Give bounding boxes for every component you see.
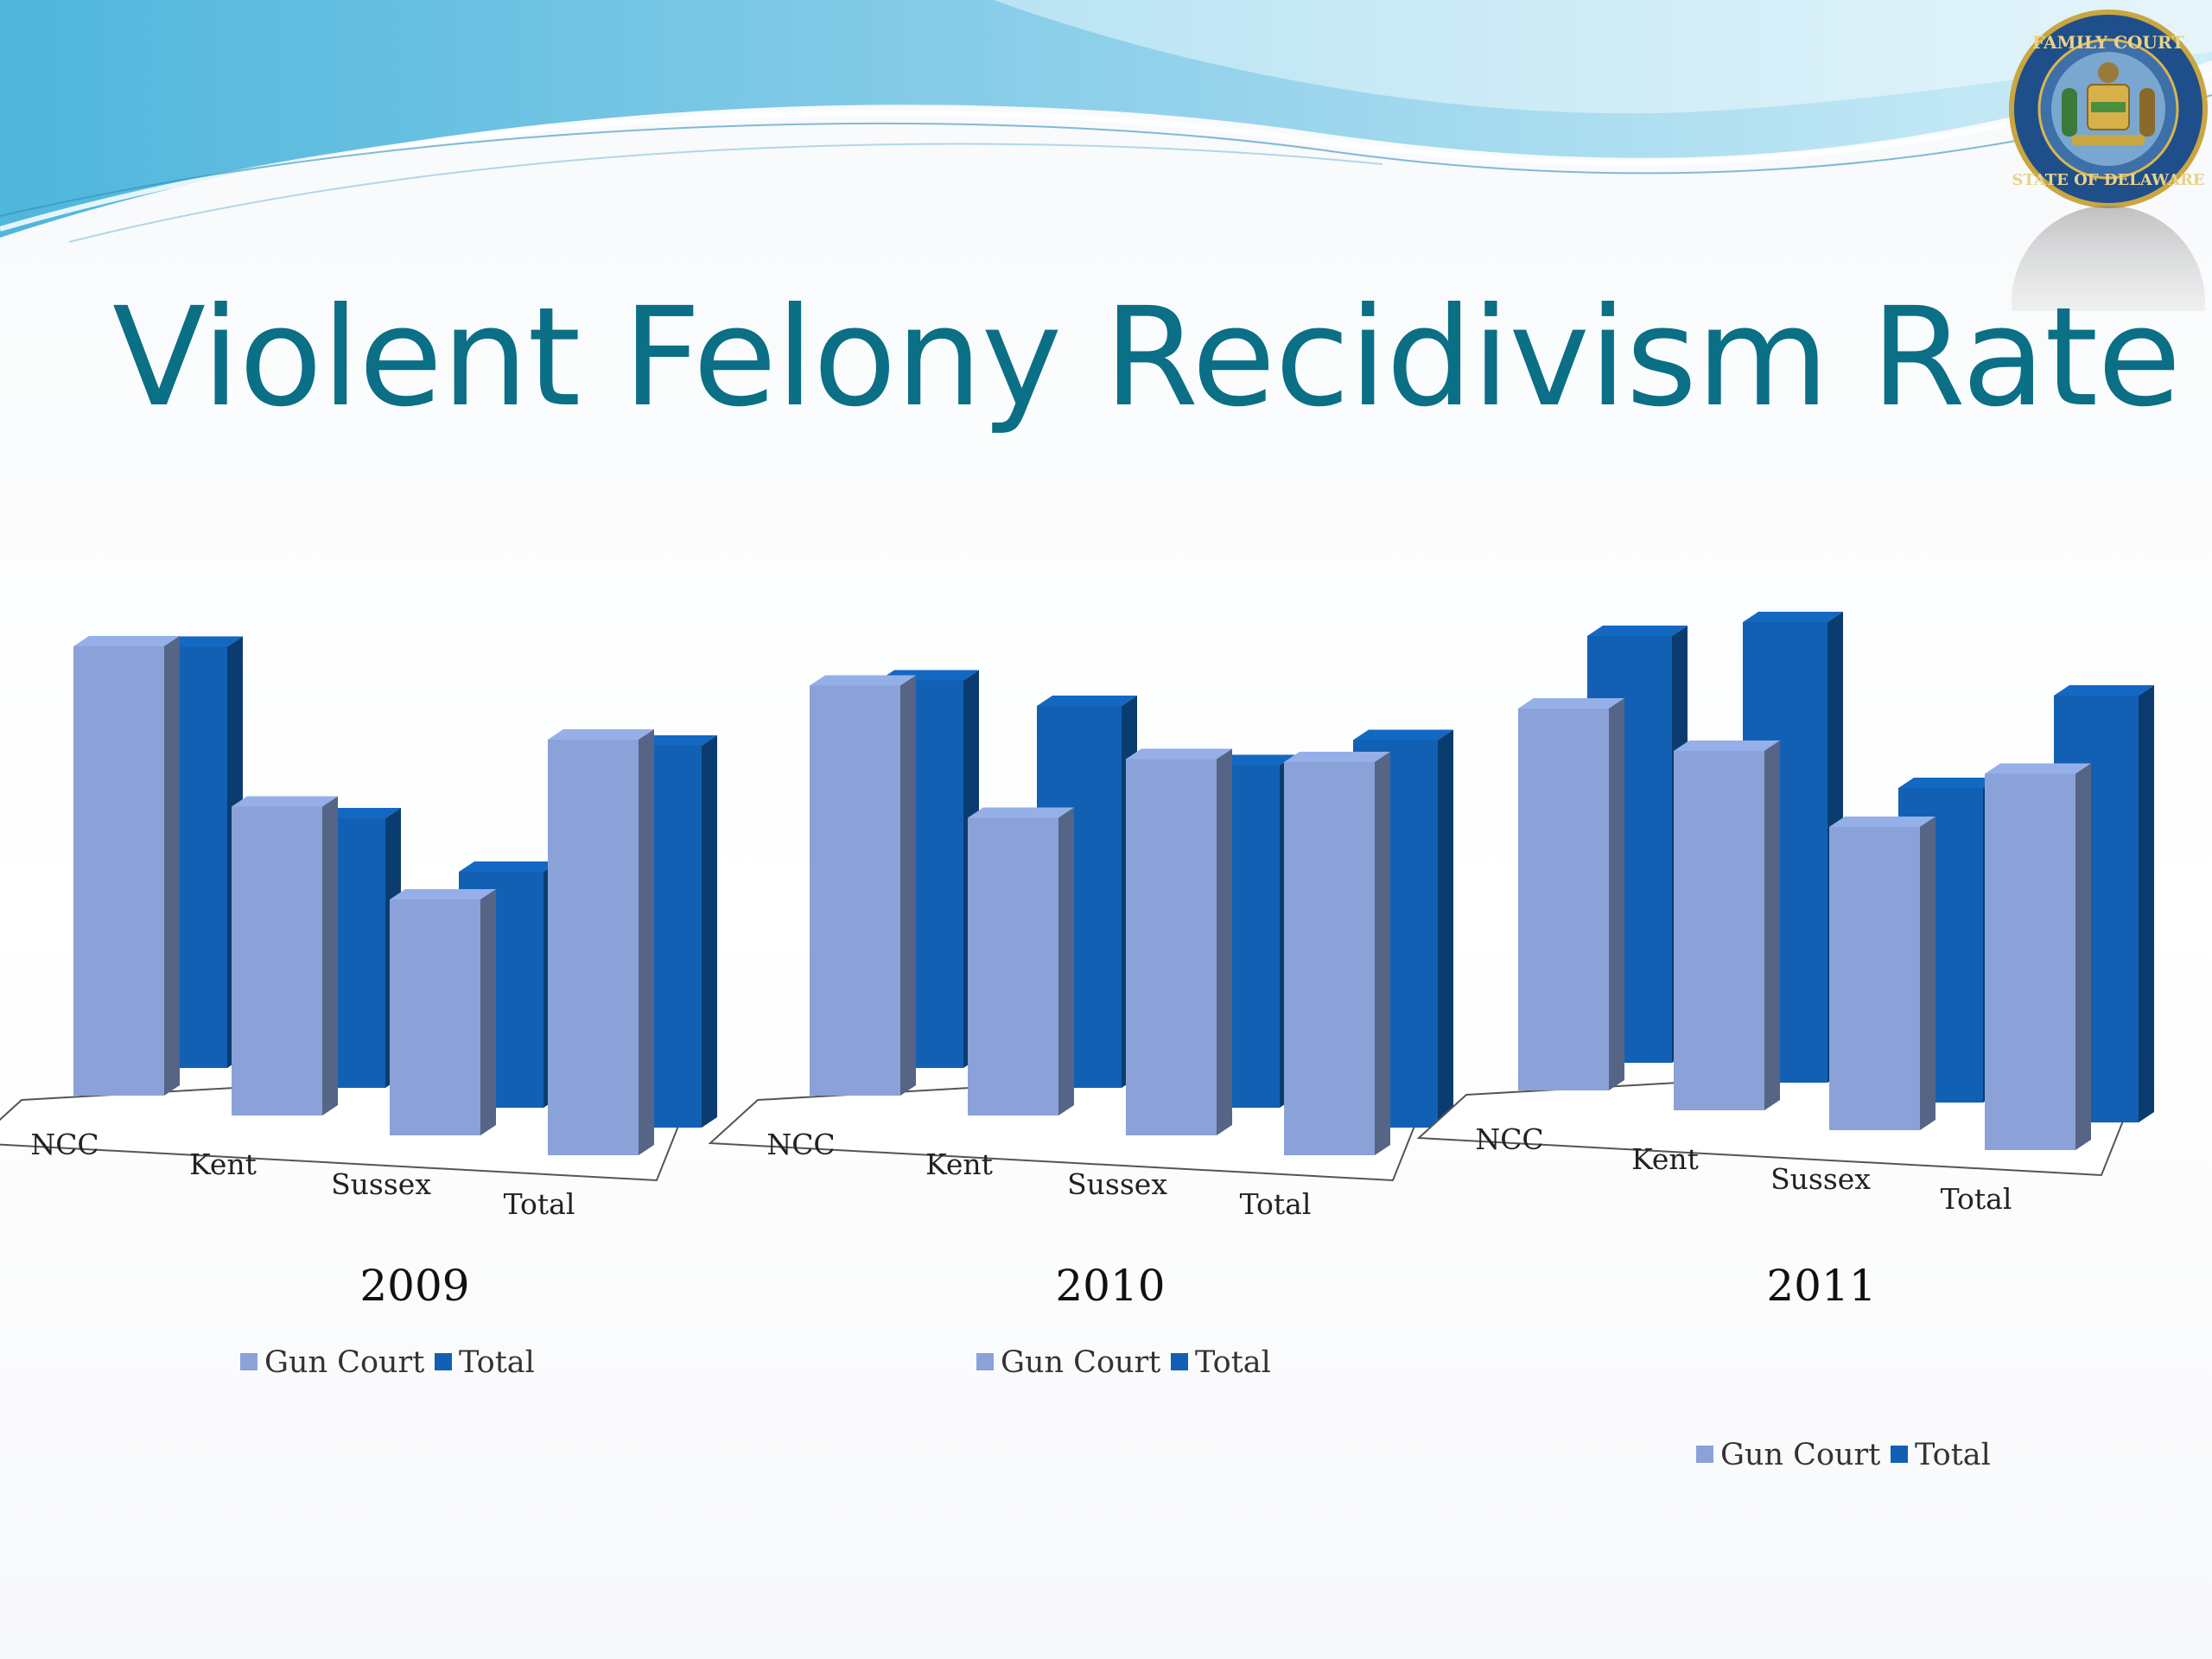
legend-label-total: Total [1195, 1345, 1271, 1380]
bar-gun-court-kent-side [1764, 741, 1780, 1110]
bar-gun-court-ncc-front [810, 685, 900, 1096]
legend-label-total: Total [459, 1345, 535, 1380]
seal-reflection [2012, 206, 2205, 311]
legend-swatch-gun-court [976, 1353, 994, 1370]
bar-gun-court-sussex [1829, 817, 1936, 1130]
bar-gun-court-ncc-front [73, 646, 164, 1096]
x-tick-label: NCC [30, 1128, 99, 1161]
bar-total-sussex-top [459, 861, 559, 872]
bar-total-total-side [702, 735, 717, 1128]
bar-gun-court-kent-top [1674, 741, 1780, 751]
bar-gun-court-kent [1674, 741, 1780, 1110]
bar-gun-court-kent-top [968, 807, 1074, 818]
chart-2009: NCC Kent Sussex Total 2009 Gun Court Total [0, 636, 717, 1380]
legend-swatch-total [1171, 1353, 1188, 1370]
x-tick-label: NCC [766, 1128, 835, 1161]
bar-gun-court-sussex-front [1829, 827, 1920, 1130]
bar-gun-court-ncc [73, 636, 180, 1096]
x-tick-label: Total [504, 1187, 575, 1221]
slide-title: Violent Felony Recidivism Rate [112, 278, 2181, 437]
bar-total-kent-top [1037, 696, 1137, 706]
chart-legend: Gun Court Total [1696, 1438, 1991, 1472]
bar-gun-court-sussex [1126, 748, 1232, 1135]
seal-text-bottom: STATE OF DELAWARE [2012, 171, 2204, 189]
bar-gun-court-ncc-top [810, 675, 916, 686]
bar-gun-court-kent [968, 807, 1074, 1116]
x-tick-label: Total [1240, 1187, 1312, 1221]
bar-total-sussex-top [1898, 778, 1999, 788]
bar-gun-court-total-front [1284, 762, 1375, 1155]
bar-total-total-side [2139, 685, 2154, 1122]
x-tick-label: Kent [1631, 1142, 1699, 1176]
bar-gun-court-sussex-front [390, 899, 480, 1135]
bar-gun-court-sussex-front [1126, 759, 1217, 1135]
bar-total-total-side [1438, 729, 1453, 1128]
chart-legend: Gun Court Total [240, 1345, 535, 1380]
legend-label-gun-court: Gun Court [1001, 1345, 1160, 1380]
chart-year-label: 2011 [1766, 1261, 1876, 1311]
header-wave [0, 0, 2212, 243]
bar-gun-court-kent-front [232, 806, 322, 1116]
bar-gun-court-kent-side [322, 796, 338, 1116]
bar-gun-court-total [1284, 752, 1390, 1155]
bar-gun-court-ncc-front [1518, 709, 1609, 1090]
bar-gun-court-total-top [1985, 763, 2091, 774]
bar-gun-court-total [1985, 763, 2091, 1150]
x-tick-label: Sussex [1770, 1162, 1871, 1196]
bar-total-kent-top [1743, 612, 1843, 622]
bar-gun-court-total-side [2075, 763, 2091, 1150]
legend-swatch-gun-court [240, 1353, 257, 1370]
bar-gun-court-sussex-top [1829, 817, 1936, 827]
x-tick-label: Total [1941, 1182, 2012, 1216]
bar-gun-court-total-front [1985, 773, 2075, 1150]
bar-gun-court-ncc [810, 675, 916, 1096]
bar-gun-court-ncc-top [1518, 698, 1624, 709]
x-tick-label: Kent [189, 1147, 257, 1181]
bar-gun-court-sussex-side [1217, 748, 1232, 1135]
family-court-seal-logo: FAMILY COURT STATE OF DELAWARE [2009, 10, 2208, 208]
bar-gun-court-kent [232, 796, 338, 1116]
x-tick-label: NCC [1475, 1122, 1543, 1156]
bar-gun-court-ncc-side [900, 675, 916, 1096]
bar-gun-court-ncc-side [164, 636, 180, 1096]
bar-gun-court-kent-top [232, 796, 338, 807]
x-tick-label: Kent [925, 1147, 993, 1181]
bar-gun-court-ncc-side [1609, 698, 1624, 1090]
bar-gun-court-ncc-top [73, 636, 180, 646]
legend-label-gun-court: Gun Court [1720, 1438, 1880, 1472]
bar-total-total-top [1353, 729, 1453, 741]
legend-label-total: Total [1915, 1438, 1991, 1472]
bar-gun-court-sussex [390, 889, 496, 1135]
bar-total-total-top [2054, 685, 2154, 696]
legend-swatch-gun-court [1696, 1446, 1713, 1463]
bar-total-ncc-top [1587, 626, 1688, 636]
x-tick-label: Sussex [1067, 1167, 1167, 1201]
seal-text-top: FAMILY COURT [2032, 32, 2184, 53]
bar-gun-court-total-side [1375, 752, 1390, 1155]
bar-gun-court-sussex-side [1920, 817, 1936, 1130]
chart-year-label: 2009 [359, 1261, 469, 1311]
bar-gun-court-ncc [1518, 698, 1624, 1090]
chart-legend: Gun Court Total [976, 1345, 1271, 1380]
x-tick-label: Sussex [331, 1167, 431, 1201]
bar-gun-court-total-side [639, 729, 654, 1155]
bar-gun-court-total-top [1284, 752, 1390, 762]
bar-gun-court-kent-front [1674, 751, 1764, 1110]
chart-year-label: 2010 [1055, 1261, 1165, 1311]
chart-2010: NCC Kent Sussex Total 2010 Gun Court Total [708, 670, 1453, 1380]
bar-gun-court-sussex-top [1126, 748, 1232, 760]
bar-gun-court-sussex-side [480, 889, 496, 1135]
chart-2011: NCC Kent Sussex Total 2011 Gun Court Total [1416, 612, 2154, 1472]
bar-gun-court-kent-side [1058, 807, 1074, 1116]
bar-gun-court-total-top [548, 729, 654, 740]
legend-swatch-total [1891, 1446, 1908, 1463]
legend-swatch-total [435, 1353, 452, 1370]
bar-gun-court-kent-front [968, 817, 1058, 1116]
legend-label-gun-court: Gun Court [264, 1345, 424, 1380]
bar-gun-court-sussex-top [390, 889, 496, 899]
bar-gun-court-total-front [548, 740, 639, 1155]
bar-gun-court-total [548, 729, 654, 1155]
